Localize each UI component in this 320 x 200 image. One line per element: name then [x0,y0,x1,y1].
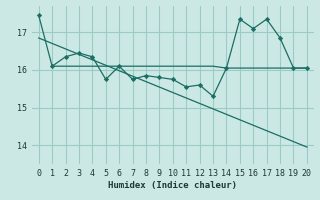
X-axis label: Humidex (Indice chaleur): Humidex (Indice chaleur) [108,181,237,190]
